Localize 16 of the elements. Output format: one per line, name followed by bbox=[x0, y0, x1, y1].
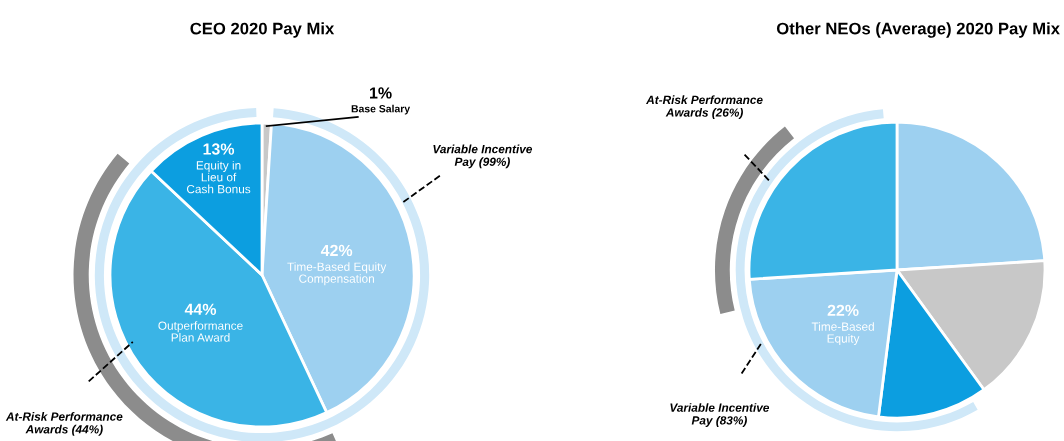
data-label: 44% bbox=[184, 303, 217, 315]
text: Variable Incentive Pay (99%) bbox=[433, 144, 533, 169]
data-label: 1% bbox=[370, 87, 392, 99]
data-label: 42% bbox=[320, 244, 353, 257]
slice-label: Outperformance Plan Award bbox=[158, 321, 243, 342]
chart-title: CEO 2020 Pay Mix bbox=[190, 22, 335, 38]
text: Variable Incentive Pay (83%) bbox=[670, 403, 770, 427]
data-label: 22% bbox=[827, 304, 859, 316]
text: At-Risk Performance Awards (44%) bbox=[5, 412, 123, 436]
slice-label: Time-Based Equity Compensation bbox=[287, 262, 387, 286]
slice-label: Time-Based Equity bbox=[811, 322, 874, 345]
data-label: 13% bbox=[203, 143, 235, 155]
chart-title: Other NEOs (Average) 2020 Pay Mix bbox=[776, 22, 1060, 38]
text: At-Risk Performance Awards (26%) bbox=[645, 95, 763, 120]
slice-label: Base Salary bbox=[351, 104, 411, 115]
slice-label: Equity in Lieu of Cash Bonus bbox=[186, 160, 251, 194]
